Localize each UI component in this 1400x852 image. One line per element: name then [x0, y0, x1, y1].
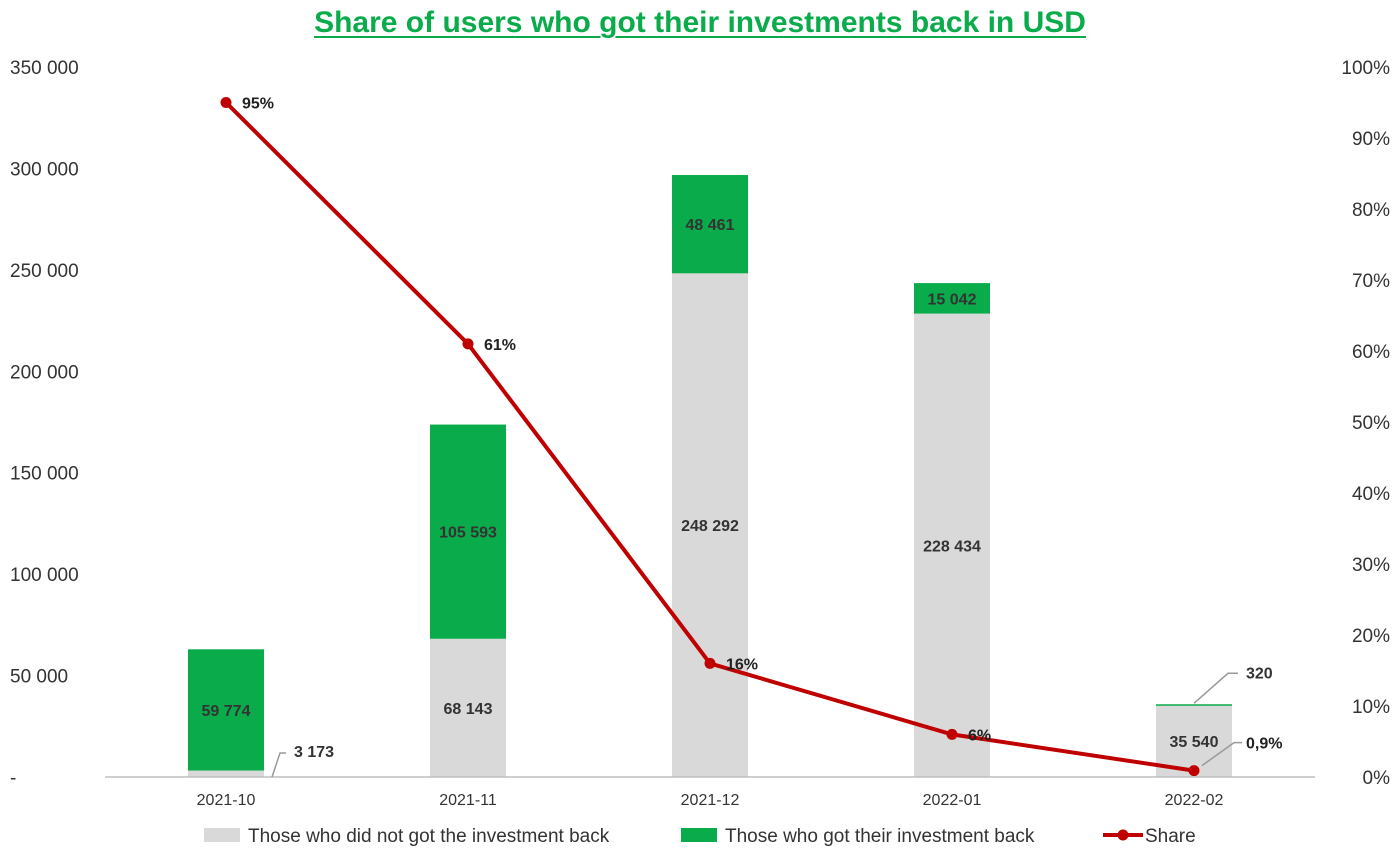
bar-returned — [914, 283, 990, 314]
bar-not-returned — [672, 273, 748, 777]
x-axis: 2021-10 2021-11 2021-12 2022-01 2022-02 — [105, 776, 1315, 809]
label-returned: 105 593 — [439, 525, 497, 542]
bar-returned — [430, 424, 506, 639]
legend: Those who did not got the investment bac… — [204, 826, 1196, 847]
bar-not-returned — [914, 313, 990, 777]
label-returned: 59 774 — [202, 703, 251, 720]
right-tick-label: 10% — [1352, 697, 1390, 718]
right-tick-label: 90% — [1352, 129, 1390, 150]
left-tick-label: 200 000 — [10, 362, 79, 383]
x-tick-label: 2021-10 — [197, 792, 256, 809]
label-leader — [1201, 741, 1242, 767]
share-point — [1188, 765, 1200, 777]
share-label: 61% — [484, 337, 516, 354]
chart-title: Share of users who got their investments… — [314, 6, 1086, 39]
bars — [188, 175, 1232, 777]
x-tick-label: 2022-01 — [923, 792, 982, 809]
share-point — [462, 338, 474, 350]
legend-swatch-not-returned — [204, 828, 240, 842]
left-tick-label: 350 000 — [10, 58, 79, 79]
share-line — [220, 97, 1200, 777]
share-label: 95% — [242, 96, 274, 113]
right-tick-label: 50% — [1352, 413, 1390, 434]
left-axis: - 50 000 100 000 150 000 200 000 250 000 300 0… — [10, 58, 79, 789]
legend-label-returned: Those who got their investment back — [725, 826, 1035, 847]
share-label: 6% — [968, 727, 991, 744]
bar-not-returned — [430, 638, 506, 777]
left-tick-label: 150 000 — [10, 464, 79, 485]
label-returned: 15 042 — [928, 291, 977, 308]
bar-returned — [672, 175, 748, 274]
left-tick-label: 50 000 — [10, 667, 68, 688]
right-axis: 0% 10% 20% 30% 40% 50% 60% 70% 80% 90% 100% — [1341, 58, 1390, 789]
right-tick-label: 20% — [1352, 626, 1390, 647]
right-tick-label: 100% — [1341, 58, 1390, 79]
share-label: 16% — [726, 656, 758, 673]
right-tick-label: 30% — [1352, 555, 1390, 576]
label-not-returned: 3 173 — [294, 744, 334, 761]
left-tick-label: - — [10, 768, 16, 789]
right-tick-label: 40% — [1352, 484, 1390, 505]
label-leader — [1193, 672, 1238, 704]
x-tick-label: 2021-11 — [439, 792, 497, 809]
legend-label-share: Share — [1145, 826, 1196, 847]
label-leader — [271, 752, 286, 778]
label-returned: 48 461 — [686, 217, 735, 234]
right-tick-label: 0% — [1363, 768, 1391, 789]
x-tick-label: 2021-12 — [681, 792, 740, 809]
label-not-returned: 248 292 — [681, 518, 739, 535]
share-label: 0,9% — [1246, 736, 1282, 753]
bar-not-returned — [188, 770, 264, 777]
x-tick-label: 2022-02 — [1165, 792, 1224, 809]
legend-label-not-returned: Those who did not got the investment bac… — [248, 826, 610, 847]
share-point — [220, 97, 232, 108]
bar-returned — [1156, 704, 1232, 706]
bar-returned — [188, 649, 264, 771]
label-not-returned: 68 143 — [444, 701, 493, 718]
left-tick-label: 250 000 — [10, 261, 79, 282]
share-point — [704, 657, 716, 669]
label-not-returned: 228 434 — [923, 538, 981, 555]
left-tick-label: 100 000 — [10, 565, 79, 586]
right-tick-label: 70% — [1352, 271, 1390, 292]
data-labels: 3 173 59 774 68 143 105 593 248 292 48 461 228… — [202, 96, 1282, 778]
legend-swatch-returned — [681, 828, 717, 842]
label-not-returned: 35 540 — [1170, 734, 1219, 751]
right-tick-label: 60% — [1352, 342, 1390, 363]
share-point — [946, 728, 958, 740]
label-returned: 320 — [1246, 665, 1273, 682]
legend-marker-share — [1117, 829, 1129, 841]
left-tick-label: 300 000 — [10, 159, 79, 180]
right-tick-label: 80% — [1352, 200, 1390, 221]
